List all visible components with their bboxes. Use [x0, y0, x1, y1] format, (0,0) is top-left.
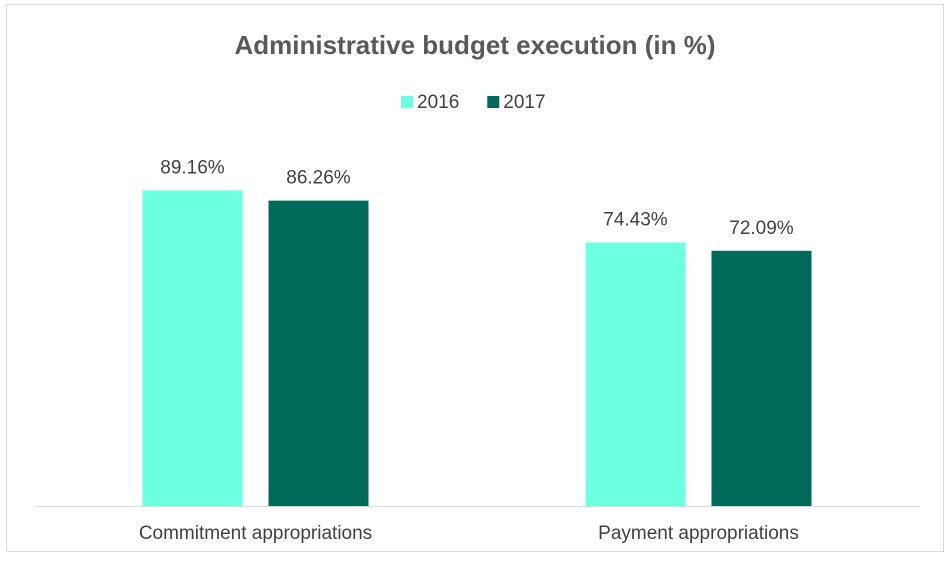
legend-swatch: [487, 96, 500, 108]
legend-swatch: [401, 96, 413, 108]
x-tick-label: Commitment appropriations: [139, 523, 372, 544]
legend-label: 2016: [417, 92, 459, 113]
data-label: 89.16%: [160, 157, 225, 178]
bar: [585, 242, 686, 506]
chart-title: Administrative budget execution (in %): [234, 30, 715, 60]
data-label: 72.09%: [729, 218, 794, 239]
bar: [142, 190, 243, 506]
x-tick-label: Payment appropriations: [598, 523, 799, 544]
data-label: 74.43%: [603, 210, 668, 231]
data-label: 86.26%: [286, 168, 351, 189]
bar: [268, 200, 369, 507]
bar: [711, 250, 812, 506]
legend-label: 2017: [503, 92, 545, 113]
